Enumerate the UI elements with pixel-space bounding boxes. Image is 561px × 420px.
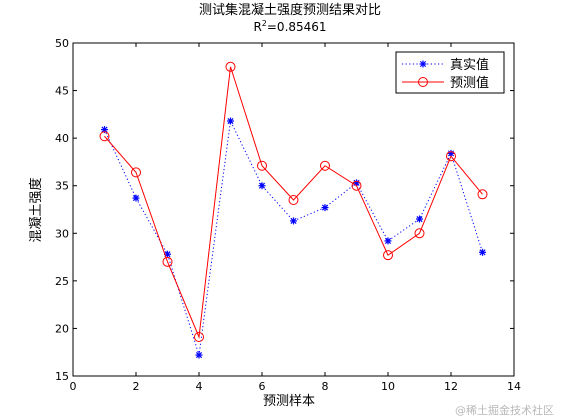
series-2-point [320, 160, 330, 171]
subtitle-value: =0.85461 [267, 20, 327, 34]
series-1-point [416, 215, 423, 223]
y-axis-label: 混凝土强度 [28, 177, 44, 242]
x-tick-label: 12 [444, 380, 458, 393]
y-tick-label: 50 [55, 37, 69, 50]
series-1-point [479, 248, 486, 256]
x-tick-label: 4 [196, 380, 203, 393]
x-tick-label: 0 [70, 380, 77, 393]
y-tick-label: 45 [55, 85, 69, 98]
series-1-point [384, 237, 392, 245]
series-layer [99, 61, 488, 359]
series-2-point [257, 160, 267, 171]
x-axis-ticks: 0 2 4 6 8 10 12 14 [70, 43, 521, 393]
series-1-point [290, 217, 297, 225]
series-2-point [477, 189, 488, 200]
series-1-point [132, 194, 140, 202]
legend-label-1: 真实值 [450, 57, 489, 73]
subtitle-prefix: R [253, 20, 261, 34]
subtitle-sup: 2 [262, 19, 267, 28]
series-1-point [195, 351, 203, 359]
series-2-point [99, 131, 110, 142]
chart-subtitle: R2=0.85461 [253, 19, 326, 34]
series-line-2 [104, 66, 483, 339]
series-2-point [383, 250, 393, 261]
legend-marker-2 [418, 77, 428, 87]
series-1-point [321, 204, 329, 212]
x-tick-label: 8 [322, 380, 329, 393]
series-2-point [194, 331, 204, 342]
watermark: @稀土掘金技术社区 [455, 403, 554, 417]
x-tick-label: 14 [507, 380, 521, 393]
y-tick-label: 15 [55, 370, 69, 383]
x-tick-label: 2 [133, 380, 140, 393]
y-tick-label: 20 [55, 322, 69, 335]
series-2-point [414, 228, 425, 239]
y-axis-ticks: 15 20 25 30 35 40 45 50 [55, 37, 514, 383]
legend-label-2: 预测值 [450, 75, 489, 91]
series-1-point [227, 117, 234, 125]
x-tick-label: 10 [381, 380, 395, 393]
y-tick-label: 35 [55, 180, 69, 193]
chart-title: 测试集混凝土强度预测结果对比 [199, 2, 381, 18]
plot-area [72, 42, 515, 377]
series-2-point [131, 167, 141, 178]
series-1-point [258, 182, 266, 190]
series-2-point [288, 194, 299, 205]
series-2-point [446, 151, 456, 162]
legend-box [395, 51, 505, 94]
series-2-point [351, 180, 362, 191]
series-2-point [225, 61, 236, 72]
legend-marker-1 [419, 60, 427, 68]
y-tick-label: 30 [55, 227, 69, 240]
x-tick-label: 6 [259, 380, 266, 393]
y-tick-label: 40 [55, 132, 69, 145]
series-2-point [162, 256, 173, 267]
x-axis-label: 预测样本 [263, 394, 315, 409]
y-tick-label: 25 [55, 275, 69, 288]
